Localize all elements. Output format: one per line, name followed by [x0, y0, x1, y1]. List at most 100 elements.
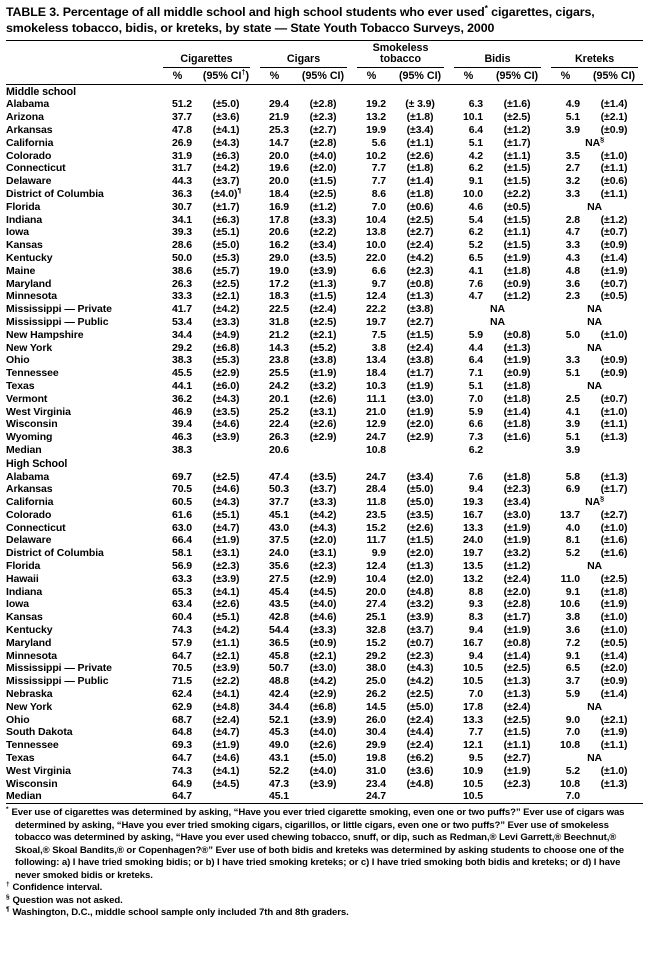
value-cell: 24.0: [462, 534, 484, 547]
state-name: Florida: [6, 200, 41, 213]
value-cell: 25.0: [365, 675, 387, 688]
ci-cell: (±1.4): [600, 688, 628, 701]
value-cell: 10.8: [365, 443, 387, 456]
ci-cell: [488, 444, 546, 457]
ci-cell: (±1.9): [600, 598, 628, 611]
table-row: Maryland 26.3 (±2.5) 17.2 (±1.3) 9.7 (±0.8) 7.6…: [6, 278, 643, 291]
value-cell: 7.7: [371, 162, 387, 175]
table-row: Arkansas 47.8 (±4.1) 25.3 (±2.7) 19.9 (±3.4) 6.…: [6, 124, 643, 137]
table-row: South Dakota 64.8 (±4.7) 45.3 (±4.0) 30.4 (±4.…: [6, 726, 643, 739]
ci-cell: (±2.0): [406, 547, 434, 560]
ci-cell: (±4.2): [212, 162, 240, 175]
table-row: Connecticut 63.0 (±4.7) 43.0 (±4.3) 15.2 (±2.6…: [6, 522, 643, 535]
table-row: Ohio 38.3 (±5.3) 23.8 (±3.8) 13.4 (±3.8) 6.4 (±1…: [6, 354, 643, 367]
ci-cell: (±4.5): [212, 777, 240, 790]
ci-cell: (±1.3): [600, 431, 628, 444]
value-cell: 3.3: [565, 239, 581, 252]
value-cell: 13.7: [560, 508, 581, 521]
ci-cell: (±1.9): [503, 521, 531, 534]
ci-cell: (±2.9): [309, 572, 337, 585]
value-cell: 5.2: [565, 764, 581, 777]
value-cell: 45.5: [171, 367, 192, 380]
ci-cell: (±3.5): [212, 405, 240, 418]
ci-cell: (±1.9): [503, 251, 531, 264]
table-row: Delaware 44.3 (±3.7) 20.0 (±1.5) 7.7 (±1.4) 9.1…: [6, 175, 643, 188]
ci-cell: (±1.2): [309, 200, 337, 213]
value-cell: 5.6: [371, 136, 387, 149]
state-name: Ohio: [6, 713, 30, 726]
ci-cell: (±0.5): [600, 636, 628, 649]
value-cell: 10.4: [365, 572, 387, 585]
column-group-label: Kreteks: [551, 52, 639, 68]
ci-cell: (±2.5): [600, 572, 628, 585]
value-cell: 7.6: [468, 277, 484, 290]
ci-cell: (±5.1): [212, 508, 240, 521]
ci-cell: (±1.8): [503, 470, 531, 483]
column-group-bidis: Bidis: [449, 40, 546, 68]
state-name: Median: [6, 790, 158, 805]
value-cell: 37.7: [171, 111, 192, 124]
value-cell: 18.3: [268, 290, 289, 303]
ci-cell: (±1.3): [600, 470, 628, 483]
value-cell: 31.0: [365, 764, 387, 777]
value-cell: 29.9: [365, 739, 387, 752]
value-cell: 28.6: [171, 239, 192, 252]
value-cell: 26.3: [268, 431, 289, 444]
value-cell: 19.3: [462, 496, 484, 509]
ci-cell: (±1.9): [503, 354, 531, 367]
ci-cell: (±4.4): [406, 726, 434, 739]
ci-cell: (±1.5): [503, 175, 531, 188]
ci-cell: (±4.3): [309, 521, 337, 534]
ci-cell: (±2.6): [309, 392, 337, 405]
ci-cell: [488, 790, 547, 805]
table-row: Median 64.7 45.1 24.7 10.5 7.0: [6, 790, 644, 805]
ci-cell: (±2.7): [309, 123, 337, 136]
state-name: Mississippi — Private: [6, 303, 112, 316]
ci-cell: (±3.8): [406, 303, 434, 316]
value-cell: 10.8: [560, 739, 581, 752]
value-cell: 30.4: [365, 726, 387, 739]
value-cell: 24.2: [268, 379, 289, 392]
ci-cell: (±1.3): [406, 560, 434, 573]
column-group-cigarettes: Cigarettes: [158, 40, 255, 68]
value-cell: 24.0: [268, 547, 289, 560]
ci-cell: [391, 444, 449, 457]
footnote-symbol: ¶: [6, 905, 10, 913]
table-row: Texas 44.1 (±6.0) 24.2 (±3.2) 10.3 (±1.9) 5.1 (±…: [6, 380, 643, 393]
ci-cell: (±6.3): [212, 149, 240, 162]
value-cell: 70.5: [171, 483, 192, 496]
ci-header: (95% CI): [585, 67, 644, 85]
ci-cell: (±1.9): [406, 379, 434, 392]
value-cell: 18.4: [268, 187, 289, 200]
value-cell: 17.8: [268, 213, 289, 226]
table-row: Iowa 63.4 (±2.6) 43.5 (±4.0) 27.4 (±3.2) 9.3 (±2…: [6, 598, 643, 611]
ci-cell: (±1.0): [600, 521, 628, 534]
ci-cell: (±4.2): [309, 508, 337, 521]
ci-cell: (±2.0): [503, 585, 531, 598]
value-cell: 36.5: [268, 636, 289, 649]
ci-cell: (±6.8): [309, 700, 337, 713]
table-row: Minnesota 33.3 (±2.1) 18.3 (±1.5) 12.4 (±1.3) 4…: [6, 290, 643, 303]
value-cell: 5.1: [468, 136, 484, 149]
ci-cell: (±3.4): [406, 123, 434, 136]
ci-cell: (±1.7): [503, 136, 531, 149]
value-cell: 10.5: [449, 790, 489, 805]
column-group-cigars: Cigars: [255, 40, 352, 68]
ci-cell: (±1.8): [406, 187, 434, 200]
ci-cell: (±1.2): [503, 123, 531, 136]
na-cell: NA: [587, 752, 603, 765]
ci-cell: (±5.0): [212, 239, 240, 252]
value-cell: 23.8: [268, 354, 289, 367]
ci-cell: (±1.0): [600, 764, 628, 777]
value-cell: 66.4: [171, 534, 192, 547]
ci-cell: (±1.1): [406, 136, 434, 149]
ci-cell: (±3.1): [309, 405, 337, 418]
state-name: Maryland: [6, 636, 52, 649]
value-cell: 52.2: [268, 764, 289, 777]
table-row: District of Columbia 36.3 (±4.0)¶ 18.4 (±2.5…: [6, 188, 643, 201]
value-cell: 20.1: [268, 392, 289, 405]
value-cell: 42.4: [268, 688, 289, 701]
ci-cell: (±1.0): [600, 611, 628, 624]
ci-header: (95% CI†): [197, 67, 255, 85]
value-cell: 6.4: [468, 354, 484, 367]
